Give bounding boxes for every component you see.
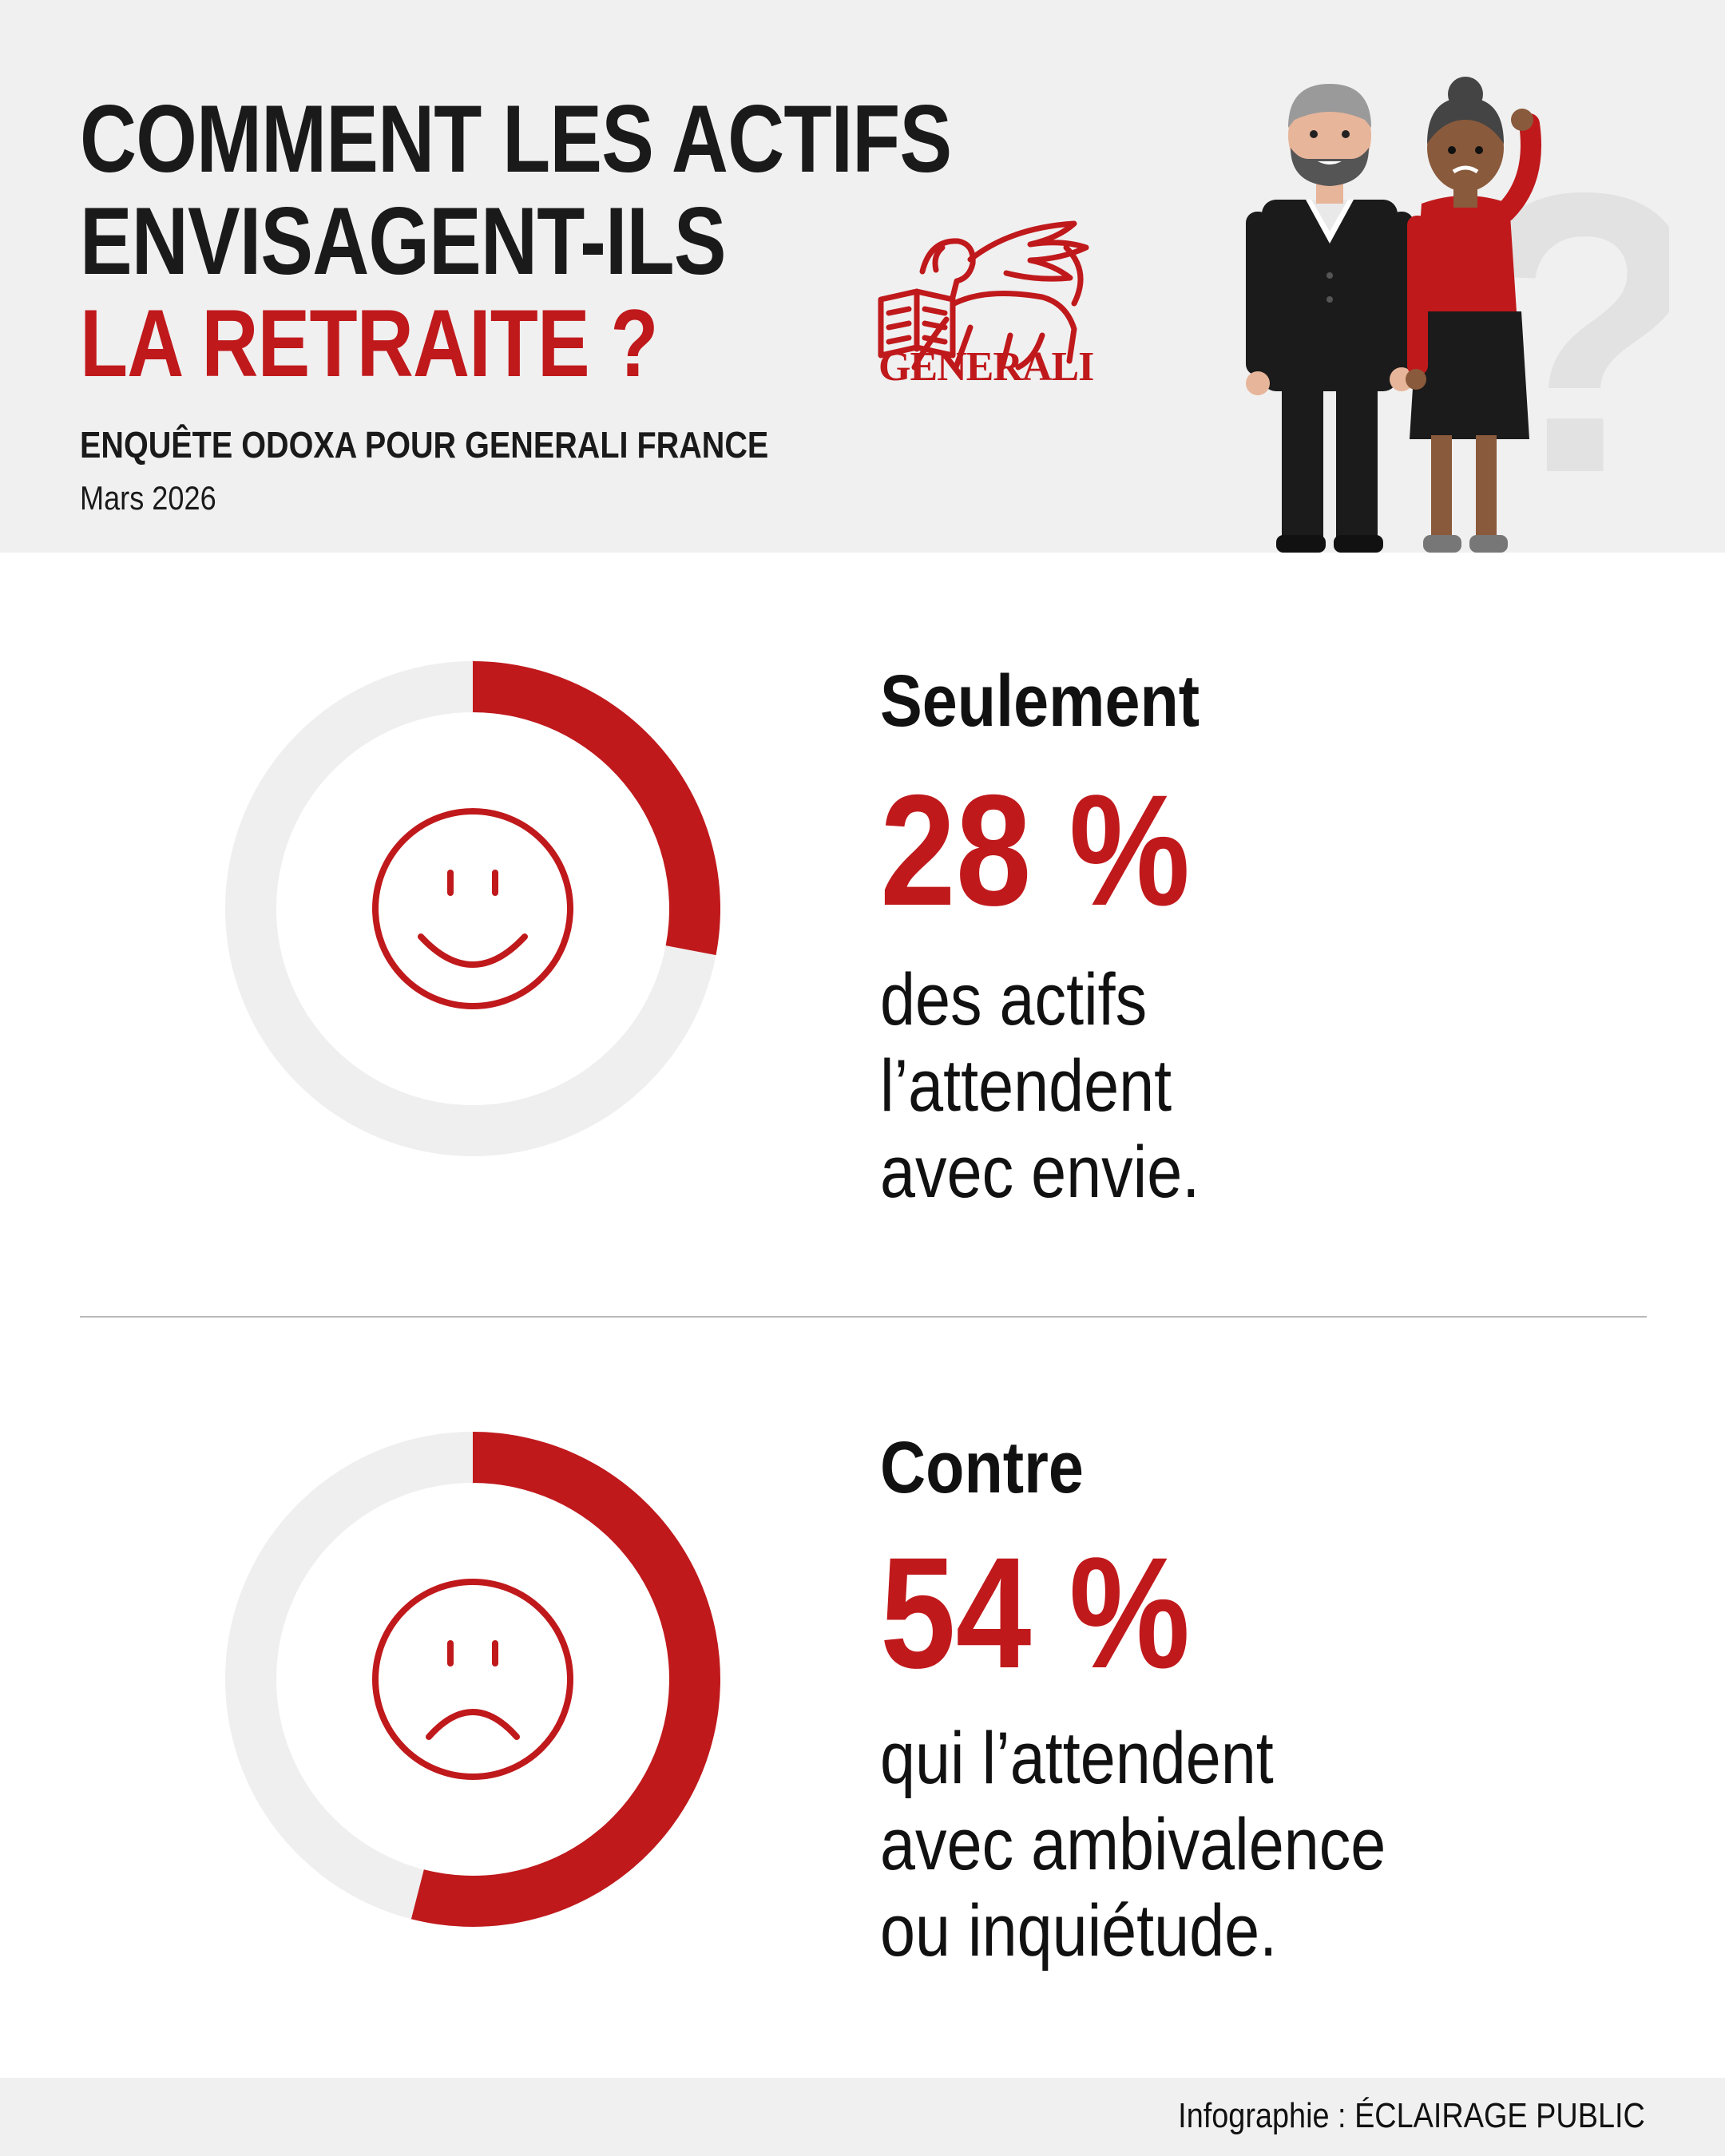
donut-chart-54 bbox=[225, 1432, 720, 1927]
survey-subtitle: ENQUÊTE ODOXA POUR GENERALI FRANCE bbox=[80, 424, 769, 466]
section-divider bbox=[80, 1316, 1647, 1318]
title-accent-line: LA RETRAITE ? bbox=[80, 290, 658, 397]
survey-date: Mars 2026 bbox=[80, 479, 216, 517]
donut-value-arc bbox=[410, 1432, 720, 1927]
page-title: COMMENT LES ACTIFS ENVISAGENT-ILS LA RET… bbox=[80, 85, 952, 397]
stat-2-value: 54 % bbox=[880, 1524, 1191, 1701]
footer-bar bbox=[0, 2078, 1725, 2156]
generali-lion-logo-icon bbox=[878, 220, 1089, 371]
stat-1-lead: Seulement bbox=[880, 660, 1200, 742]
generali-logo-text: GENERALI bbox=[878, 344, 1094, 390]
stat-2-desc-line: avec ambivalence bbox=[880, 1804, 1386, 1885]
footer-credit: Infographie : ÉCLAIRAGE PUBLIC bbox=[1178, 2096, 1645, 2135]
title-line-1: COMMENT LES ACTIFS bbox=[80, 85, 952, 192]
stat-2-lead: Contre bbox=[880, 1427, 1084, 1508]
stat-2-desc-line: ou inquiétude. bbox=[880, 1890, 1278, 1972]
stat-1-desc-line: avec envie. bbox=[880, 1132, 1200, 1213]
woman-figure bbox=[1406, 77, 1541, 553]
donut-chart-28 bbox=[225, 661, 720, 1156]
stat-1-desc-line: l’attendent bbox=[880, 1045, 1172, 1127]
donut-value-arc bbox=[473, 661, 720, 956]
stat-1-description: des actifs l’attendent avec envie. bbox=[880, 957, 1200, 1215]
stat-1-desc-line: des actifs bbox=[880, 959, 1148, 1040]
man-figure bbox=[1246, 84, 1414, 553]
stat-1-value: 28 % bbox=[880, 762, 1191, 938]
stat-2-desc-line: qui l’attendent bbox=[880, 1718, 1274, 1799]
stat-2-description: qui l’attendent avec ambivalence ou inqu… bbox=[880, 1715, 1386, 1974]
sad-face-icon bbox=[372, 1579, 573, 1780]
happy-face-icon bbox=[372, 808, 573, 1009]
people-illustration: ? bbox=[1246, 77, 1669, 553]
title-line-2: ENVISAGENT-ILS bbox=[80, 188, 726, 295]
